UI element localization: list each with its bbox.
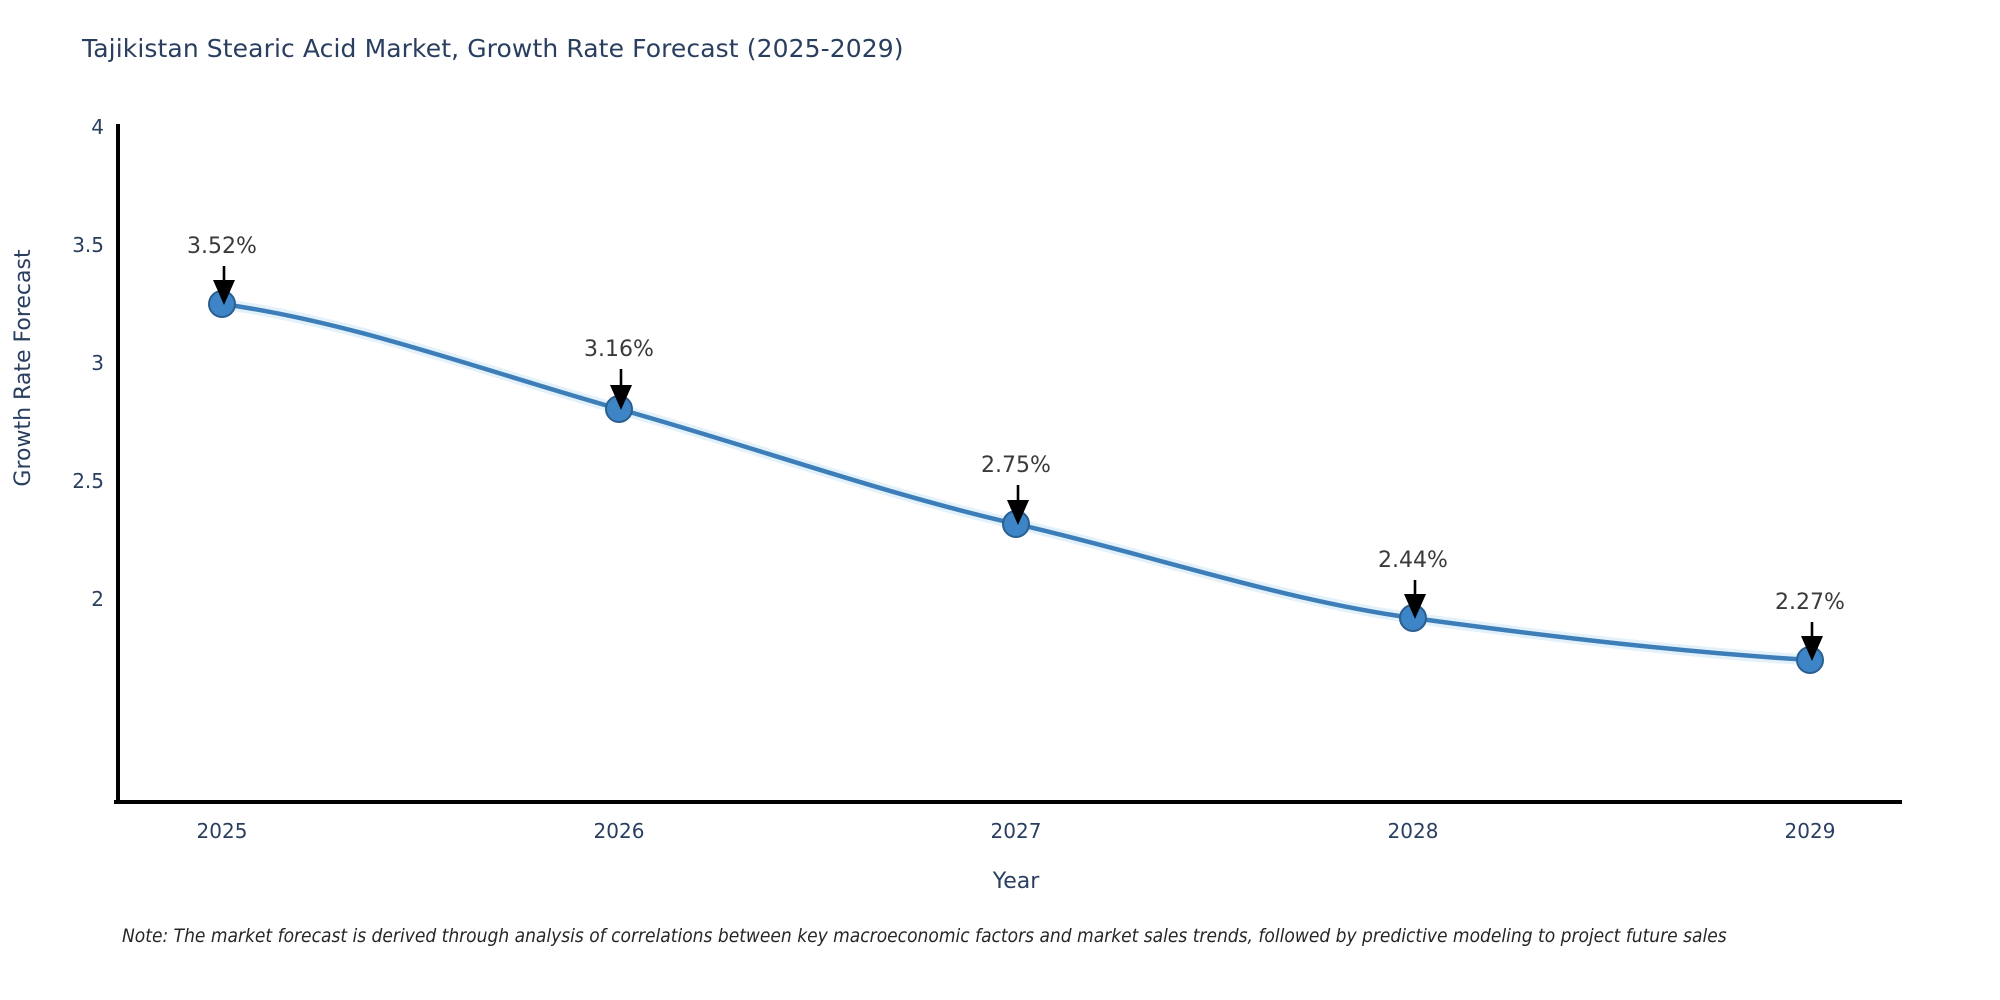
y-tick-label: 2 [91,587,104,611]
data-point-label: 3.16% [584,337,654,362]
data-point-label: 2.27% [1775,590,1845,615]
y-tick-label: 2.5 [72,469,104,493]
data-annotation: 3.52% [187,234,257,305]
chart-note: Note: The market forecast is derived thr… [122,925,1727,947]
series-line-glow [216,298,1816,666]
data-annotation: 2.44% [1378,548,1448,619]
x-tick-label: 2028 [1388,819,1439,843]
annotation-arrow-head-icon [213,280,235,305]
data-point-label: 2.75% [981,453,1051,478]
data-annotation: 3.16% [584,337,654,410]
x-tick-label: 2026 [594,819,645,843]
annotation-arrow-head-icon [1007,500,1029,525]
data-annotation: 2.27% [1775,590,1845,661]
annotation-arrow-head-icon [610,385,632,410]
y-tick-label: 4 [91,115,104,139]
y-axis-title: Growth Rate Forecast [11,249,36,487]
data-point-label: 3.52% [187,234,257,259]
annotation-arrow-head-icon [1801,636,1823,661]
data-point-label: 2.44% [1378,548,1448,573]
annotation-arrow-head-icon [1404,594,1426,619]
y-tick-label: 3.5 [72,233,104,257]
x-tick-label: 2027 [991,819,1042,843]
x-tick-label: 2029 [1785,819,1836,843]
chart-title: Tajikistan Stearic Acid Market, Growth R… [82,34,904,63]
data-annotation: 2.75% [981,453,1051,525]
x-axis-title: Year [992,869,1041,894]
y-tick-label: 3 [91,351,104,375]
x-tick-label: 2025 [197,819,248,843]
